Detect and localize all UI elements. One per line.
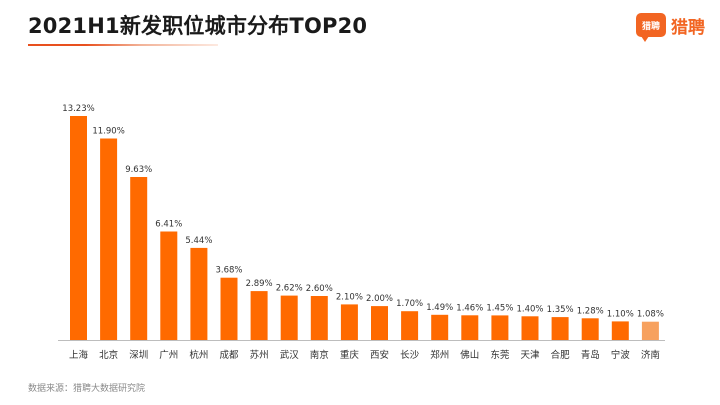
value-label: 2.00% bbox=[366, 294, 393, 304]
logo-badge-label: 猎聘 bbox=[641, 21, 660, 32]
value-label: 13.23% bbox=[62, 104, 94, 114]
category-label: 合肥 bbox=[551, 349, 571, 361]
bar-武汉 bbox=[280, 295, 298, 340]
category-label: 济南 bbox=[641, 349, 660, 361]
category-label: 成都 bbox=[219, 349, 239, 361]
value-label: 2.89% bbox=[246, 279, 273, 289]
bar-成都 bbox=[220, 277, 238, 340]
value-label: 5.44% bbox=[185, 236, 212, 246]
bar-杭州 bbox=[190, 247, 208, 340]
logo-badge-icon: 猎聘 bbox=[636, 13, 666, 42]
category-label: 郑州 bbox=[430, 349, 449, 361]
bar-佛山 bbox=[461, 315, 479, 340]
category-label: 长沙 bbox=[400, 349, 420, 361]
bar-东莞 bbox=[491, 315, 509, 340]
bar-广州 bbox=[160, 231, 178, 340]
logo-wordmark: 猎聘 bbox=[671, 17, 705, 38]
bar-重庆 bbox=[340, 304, 358, 340]
title-underline bbox=[28, 44, 218, 46]
value-label: 1.08% bbox=[637, 310, 664, 320]
category-label: 苏州 bbox=[250, 349, 269, 361]
bar-长沙 bbox=[401, 311, 419, 340]
value-label: 1.46% bbox=[456, 303, 483, 313]
category-label: 西安 bbox=[370, 349, 389, 361]
category-label: 北京 bbox=[99, 349, 118, 361]
value-label: 1.10% bbox=[607, 309, 634, 319]
data-source-note: 数据来源：猎聘大数据研究院 bbox=[28, 384, 146, 394]
category-label: 佛山 bbox=[460, 349, 479, 361]
category-label: 重庆 bbox=[340, 349, 360, 361]
chart-title: 2021H1新发职位城市分布TOP20 bbox=[28, 14, 368, 38]
category-label: 深圳 bbox=[129, 350, 148, 361]
value-label: 11.90% bbox=[92, 127, 124, 137]
bar-南京 bbox=[310, 296, 328, 340]
bar-天津 bbox=[521, 316, 539, 340]
bar-济南 bbox=[641, 321, 659, 340]
bar-宁波 bbox=[611, 321, 629, 340]
value-label: 1.70% bbox=[396, 299, 423, 309]
bar-郑州 bbox=[431, 314, 449, 340]
bar-青岛 bbox=[581, 318, 599, 340]
category-label: 东莞 bbox=[490, 349, 510, 361]
value-label: 1.45% bbox=[486, 303, 513, 313]
category-label: 上海 bbox=[69, 349, 89, 361]
bar-苏州 bbox=[250, 291, 268, 340]
value-label: 3.68% bbox=[215, 266, 242, 276]
value-label: 1.35% bbox=[547, 305, 574, 315]
value-label: 6.41% bbox=[155, 220, 182, 230]
bar-深圳 bbox=[130, 177, 148, 340]
bar-北京 bbox=[100, 138, 118, 340]
bar-合肥 bbox=[551, 317, 569, 340]
bar-西安 bbox=[371, 306, 388, 340]
category-label: 广州 bbox=[159, 349, 178, 361]
value-label: 1.28% bbox=[577, 306, 604, 316]
liepin-logo: 猎聘 猎聘 bbox=[636, 11, 705, 42]
value-label: 2.10% bbox=[336, 292, 363, 302]
value-label: 1.40% bbox=[516, 304, 543, 314]
category-label: 宁波 bbox=[611, 349, 631, 361]
bar-上海 bbox=[70, 116, 87, 340]
value-label: 9.63% bbox=[125, 165, 152, 175]
category-label: 武汉 bbox=[280, 349, 300, 361]
category-label: 杭州 bbox=[189, 349, 208, 361]
value-label: 2.60% bbox=[306, 284, 333, 294]
value-label: 2.62% bbox=[276, 284, 303, 294]
category-label: 青岛 bbox=[581, 349, 600, 361]
category-label: 天津 bbox=[520, 350, 540, 361]
value-label: 1.49% bbox=[426, 303, 453, 313]
category-label: 南京 bbox=[310, 349, 329, 361]
